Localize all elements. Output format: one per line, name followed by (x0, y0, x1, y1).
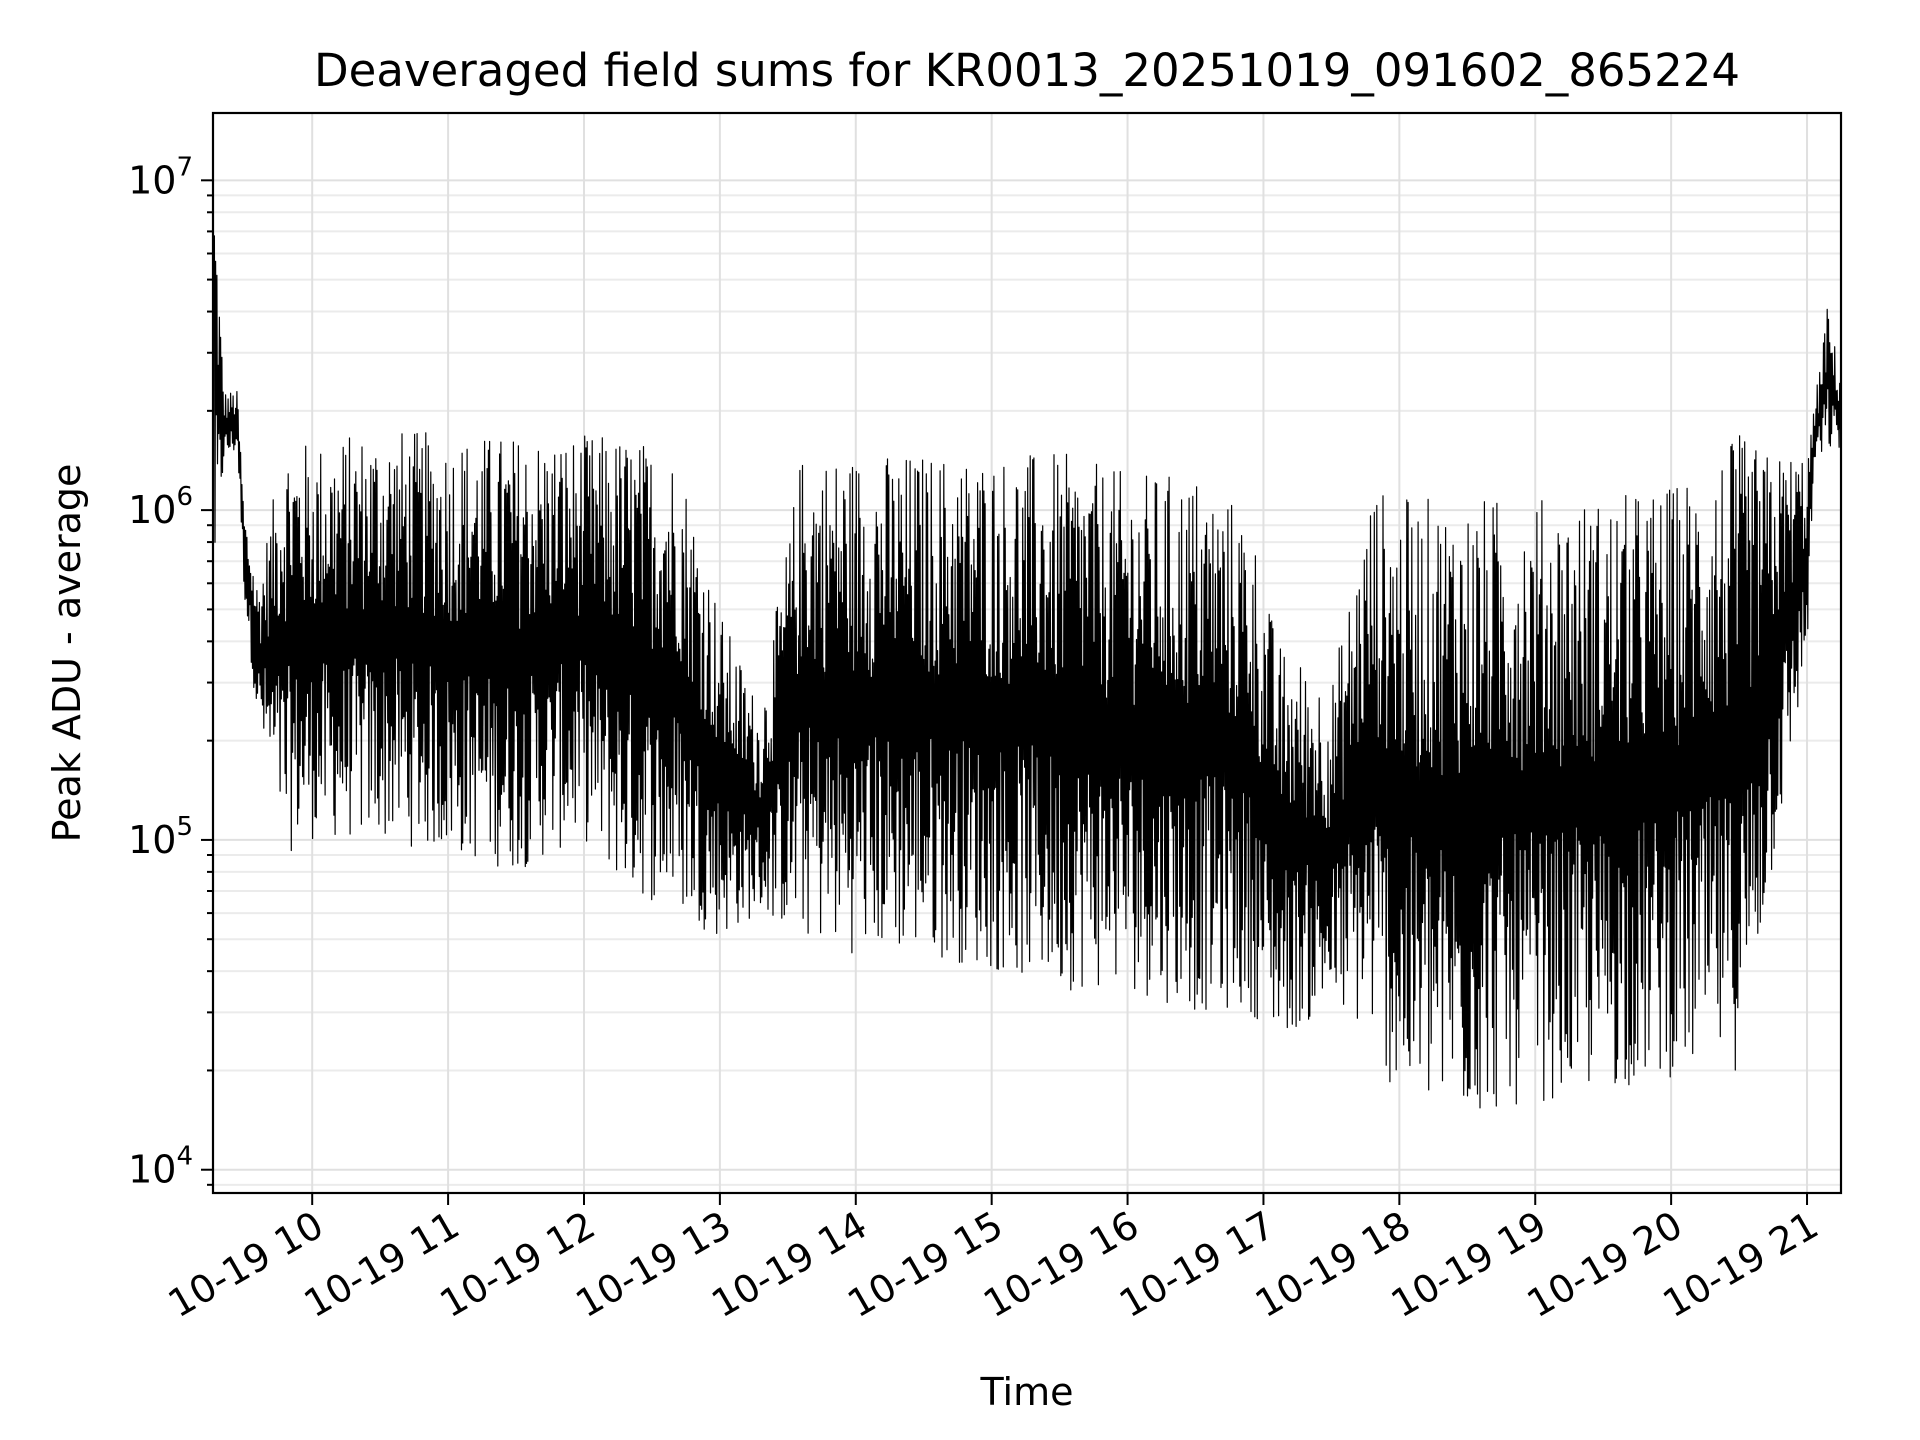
plot-area-frame (211, 111, 1843, 1195)
x-tick-label: 10-19 12 (433, 1203, 603, 1327)
y-tick-label: 107 (128, 152, 193, 202)
y-tick-label: 104 (128, 1142, 193, 1192)
y-axis-label: Peak ADU - average (45, 464, 89, 843)
x-tick-label: 10-19 20 (1520, 1203, 1690, 1327)
x-tick-label: 10-19 19 (1384, 1203, 1554, 1327)
y-tick-label: 105 (128, 812, 193, 862)
x-tick-label: 10-19 11 (297, 1203, 467, 1327)
x-tick-label: 10-19 21 (1656, 1203, 1826, 1327)
y-axis: 104 105 106 107 (128, 152, 213, 1192)
series-line (213, 235, 1842, 1109)
x-tick-label: 10-19 17 (1112, 1203, 1282, 1327)
x-tick-label: 10-19 16 (976, 1203, 1146, 1327)
x-tick-label: 10-19 13 (568, 1203, 738, 1327)
x-tick-label: 10-19 18 (1248, 1203, 1418, 1327)
series-layer (213, 235, 1842, 1109)
chart-title: Deaveraged field sums for KR0013_2025101… (314, 44, 1740, 97)
y-tick-label: 106 (128, 482, 193, 532)
x-tick-label: 10-19 14 (704, 1203, 874, 1327)
x-tick-label: 10-19 15 (840, 1203, 1010, 1327)
x-axis-label: Time (980, 1370, 1074, 1414)
x-tick-label: 10-19 10 (161, 1203, 331, 1327)
